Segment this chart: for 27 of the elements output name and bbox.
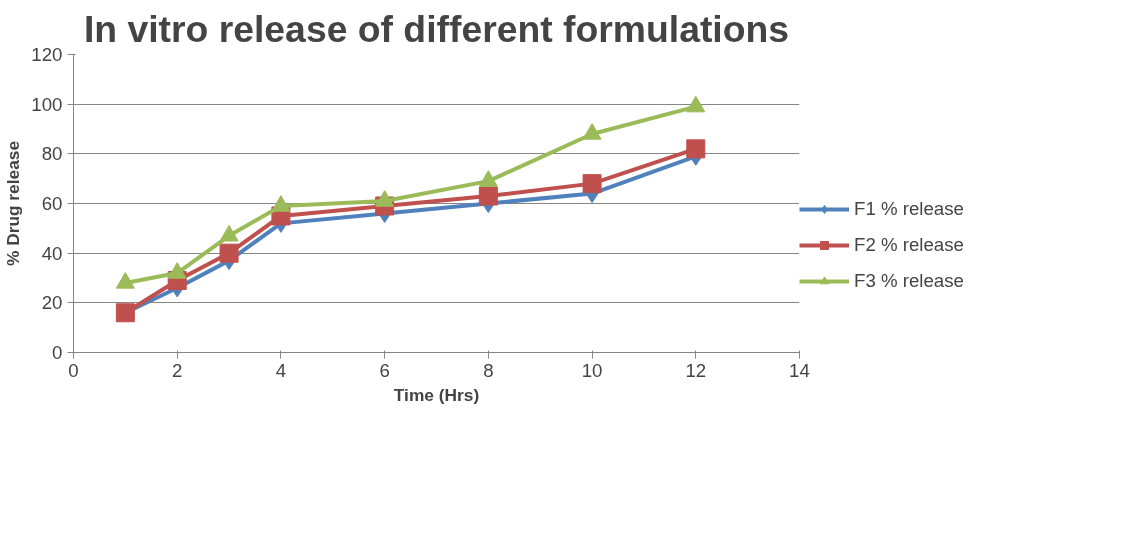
- x-tick-label: 6: [379, 359, 390, 381]
- point: [582, 174, 602, 194]
- x-tick-label: 2: [172, 359, 183, 381]
- x-tick-label: 0: [68, 359, 79, 381]
- x-axis-title: Time (Hrs): [393, 384, 480, 405]
- x-tick-label: 8: [483, 359, 494, 381]
- y-tick-label: 0: [52, 342, 63, 363]
- point: [478, 186, 498, 206]
- y-tick-label: 60: [41, 193, 63, 214]
- y-tick-label: 120: [31, 44, 63, 65]
- legend-label: F1 % release: [854, 198, 964, 220]
- chart-title: In vitro release of different formulations: [83, 7, 790, 50]
- y-tick-label: 100: [31, 93, 63, 115]
- point: [219, 243, 239, 263]
- point: [686, 139, 706, 159]
- point: [686, 95, 706, 113]
- legend-label: F3 % release: [854, 270, 964, 292]
- x-tick-label: 12: [685, 359, 707, 381]
- y-tick-label: 80: [41, 143, 63, 165]
- y-tick-label: 40: [41, 242, 63, 264]
- point: [582, 123, 602, 140]
- x-tick-label: 14: [789, 359, 810, 381]
- y-axis-title: % Drug release: [3, 140, 24, 267]
- legend-label: F2 % release: [854, 234, 964, 256]
- y-tick-label: 20: [41, 292, 63, 314]
- x-tick-label: 10: [581, 359, 603, 381]
- x-tick-label: 4: [275, 359, 287, 381]
